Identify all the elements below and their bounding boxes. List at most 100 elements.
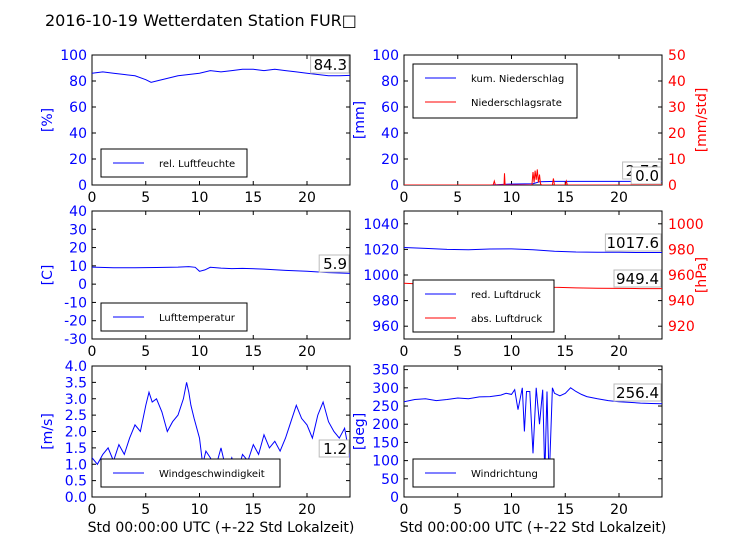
- x-tick-label: 10: [191, 190, 209, 206]
- x-tick-label: 0: [88, 502, 97, 518]
- x-tick-label: 0: [88, 190, 97, 206]
- series-line-rel-luftfeuchte: [92, 68, 350, 83]
- x-axis-label: Std 00:00:00 UTC (+-22 Std Lokalzeit): [88, 520, 355, 536]
- last-value-box: [613, 383, 662, 402]
- legend-frame: [412, 63, 578, 119]
- y-tick-label: 980: [372, 294, 399, 310]
- y-tick-label: 4.0: [65, 359, 87, 375]
- last-value-label: 256.4: [616, 384, 659, 402]
- x-tick-label: 10: [503, 190, 521, 206]
- x-tick-label: 0: [88, 344, 97, 360]
- y-tick-label: 40: [381, 126, 399, 142]
- last-value-box: [318, 254, 350, 273]
- chart-panel-pressure: 0 5 10 15 20 960 980 1000 1020 1040 920 940 960 980 10…: [363, 210, 710, 360]
- y-tick-label-right: 40: [668, 74, 686, 90]
- last-value-box: [613, 269, 662, 288]
- y-tick-label: 0.5: [65, 474, 87, 490]
- x-tick-label: 10: [503, 502, 521, 518]
- y-axis-label: [mm]: [352, 101, 368, 139]
- legend: Windrichtung: [412, 458, 555, 488]
- y-tick-label-right: 10: [668, 152, 686, 168]
- y-tick-label: 0: [78, 277, 87, 293]
- legend: kum. Niederschlag Niederschlagsrate: [412, 63, 578, 119]
- series-line-windgeschwindigkeit: [92, 382, 350, 476]
- x-tick-label: 5: [141, 502, 150, 518]
- y-tick-label: 2.5: [65, 408, 87, 424]
- x-tick-label: 5: [141, 344, 150, 360]
- y-tick-label: 150: [372, 435, 399, 451]
- y-tick-label: 40: [69, 126, 87, 142]
- legend-entry: rel. Luftfeuchte: [159, 159, 235, 170]
- legend: red. Luftdruck abs. Luftdruck: [412, 279, 555, 333]
- y-tick-label-right: 20: [668, 126, 686, 142]
- legend-entry: red. Luftdruck: [471, 290, 541, 301]
- x-tick-label: 10: [503, 344, 521, 360]
- x-tick-label: 20: [610, 502, 628, 518]
- y-tick-label: 0.0: [65, 490, 87, 506]
- x-tick-label: 10: [191, 344, 209, 360]
- legend-entry: Windgeschwindigkeit: [159, 469, 265, 480]
- last-value-label: 84.3: [314, 56, 347, 74]
- y-tick-label: 2.0: [65, 425, 87, 441]
- y-tick-label: 0: [78, 178, 87, 194]
- x-tick-label: 0: [400, 190, 409, 206]
- x-tick-label: 5: [141, 190, 150, 206]
- y-tick-label: 0: [390, 178, 399, 194]
- x-tick-label: 0: [400, 344, 409, 360]
- x-tick-label: 20: [298, 344, 316, 360]
- x-tick-label: 20: [298, 502, 316, 518]
- y-tick-label: 100: [60, 48, 87, 64]
- y-tick-label: 3.5: [65, 375, 87, 391]
- y-tick-label: 80: [381, 74, 399, 90]
- legend-entry: Niederschlagsrate: [471, 98, 562, 109]
- x-tick-label: 15: [556, 344, 574, 360]
- y-tick-label: 80: [69, 74, 87, 90]
- legend-entry: Windrichtung: [471, 469, 538, 480]
- last-value-box: [630, 166, 662, 185]
- y-tick-label: -30: [64, 332, 87, 348]
- chart-panel-precipitation: 0 5 10 15 20 0 20 40 60 80 100 0 10 20 30 40 50 [mm] [mm/s…: [352, 48, 710, 206]
- x-tick-label: 20: [610, 190, 628, 206]
- last-value-label: 0.0: [635, 167, 659, 185]
- y-tick-label: 200: [372, 417, 399, 433]
- y-tick-label: -20: [64, 314, 87, 330]
- legend-entry: abs. Luftdruck: [471, 314, 542, 325]
- y-axis-label-right: [mm/std]: [694, 88, 710, 153]
- legend-frame: [412, 279, 555, 333]
- y-tick-label: 30: [69, 222, 87, 238]
- y-tick-label-right: 980: [668, 242, 695, 258]
- legend: rel. Luftfeuchte: [100, 148, 248, 178]
- last-value-label: 5.9: [323, 255, 347, 273]
- y-tick-label-right: 30: [668, 100, 686, 116]
- y-tick-label: 1020: [363, 242, 399, 258]
- legend: Lufttemperatur: [100, 302, 248, 332]
- y-tick-label-right: 940: [668, 294, 695, 310]
- x-tick-label: 10: [191, 502, 209, 518]
- y-tick-label: 1000: [363, 268, 399, 284]
- y-axis-label: [%]: [40, 108, 56, 132]
- x-tick-label: 15: [244, 502, 262, 518]
- y-tick-label: 1.5: [65, 441, 87, 457]
- x-tick-label: 15: [556, 502, 574, 518]
- last-value-box: [604, 233, 662, 252]
- chart-panel-wind_speed: 0 5 10 15 20 0.00.51.01.52.02.53.03.54.0 [m/s]…: [40, 359, 354, 536]
- y-tick-label-right: 0: [668, 178, 677, 194]
- last-value-label: 1.2: [323, 440, 347, 458]
- y-tick-label: 20: [381, 152, 399, 168]
- y-tick-label-right: 960: [668, 268, 695, 284]
- series-line-niederschlagsrate: [404, 169, 662, 185]
- y-tick-label: 20: [69, 152, 87, 168]
- legend: Windgeschwindigkeit: [100, 458, 281, 488]
- x-tick-label: 0: [400, 502, 409, 518]
- y-tick-label-right: 1000: [668, 217, 704, 233]
- y-tick-label: 50: [381, 472, 399, 488]
- y-tick-label: 60: [69, 100, 87, 116]
- chart-panel-temperature: 0 5 10 15 20 -30 -20 -10 0 10 20 30 40 [C] 5.9 Lufttemp…: [40, 204, 351, 360]
- series-line-kum-niederschlag: [404, 180, 662, 185]
- chart-panel-humidity: 0 5 10 15 20 0 20 40 60 80 100 [%] 84.3 rel. Luftfeuc…: [40, 48, 351, 206]
- series-line-red-luftdruck: [404, 247, 662, 253]
- y-tick-label: 300: [372, 381, 399, 397]
- last-value-label: 1017.6: [607, 234, 660, 252]
- x-tick-label: 15: [244, 190, 262, 206]
